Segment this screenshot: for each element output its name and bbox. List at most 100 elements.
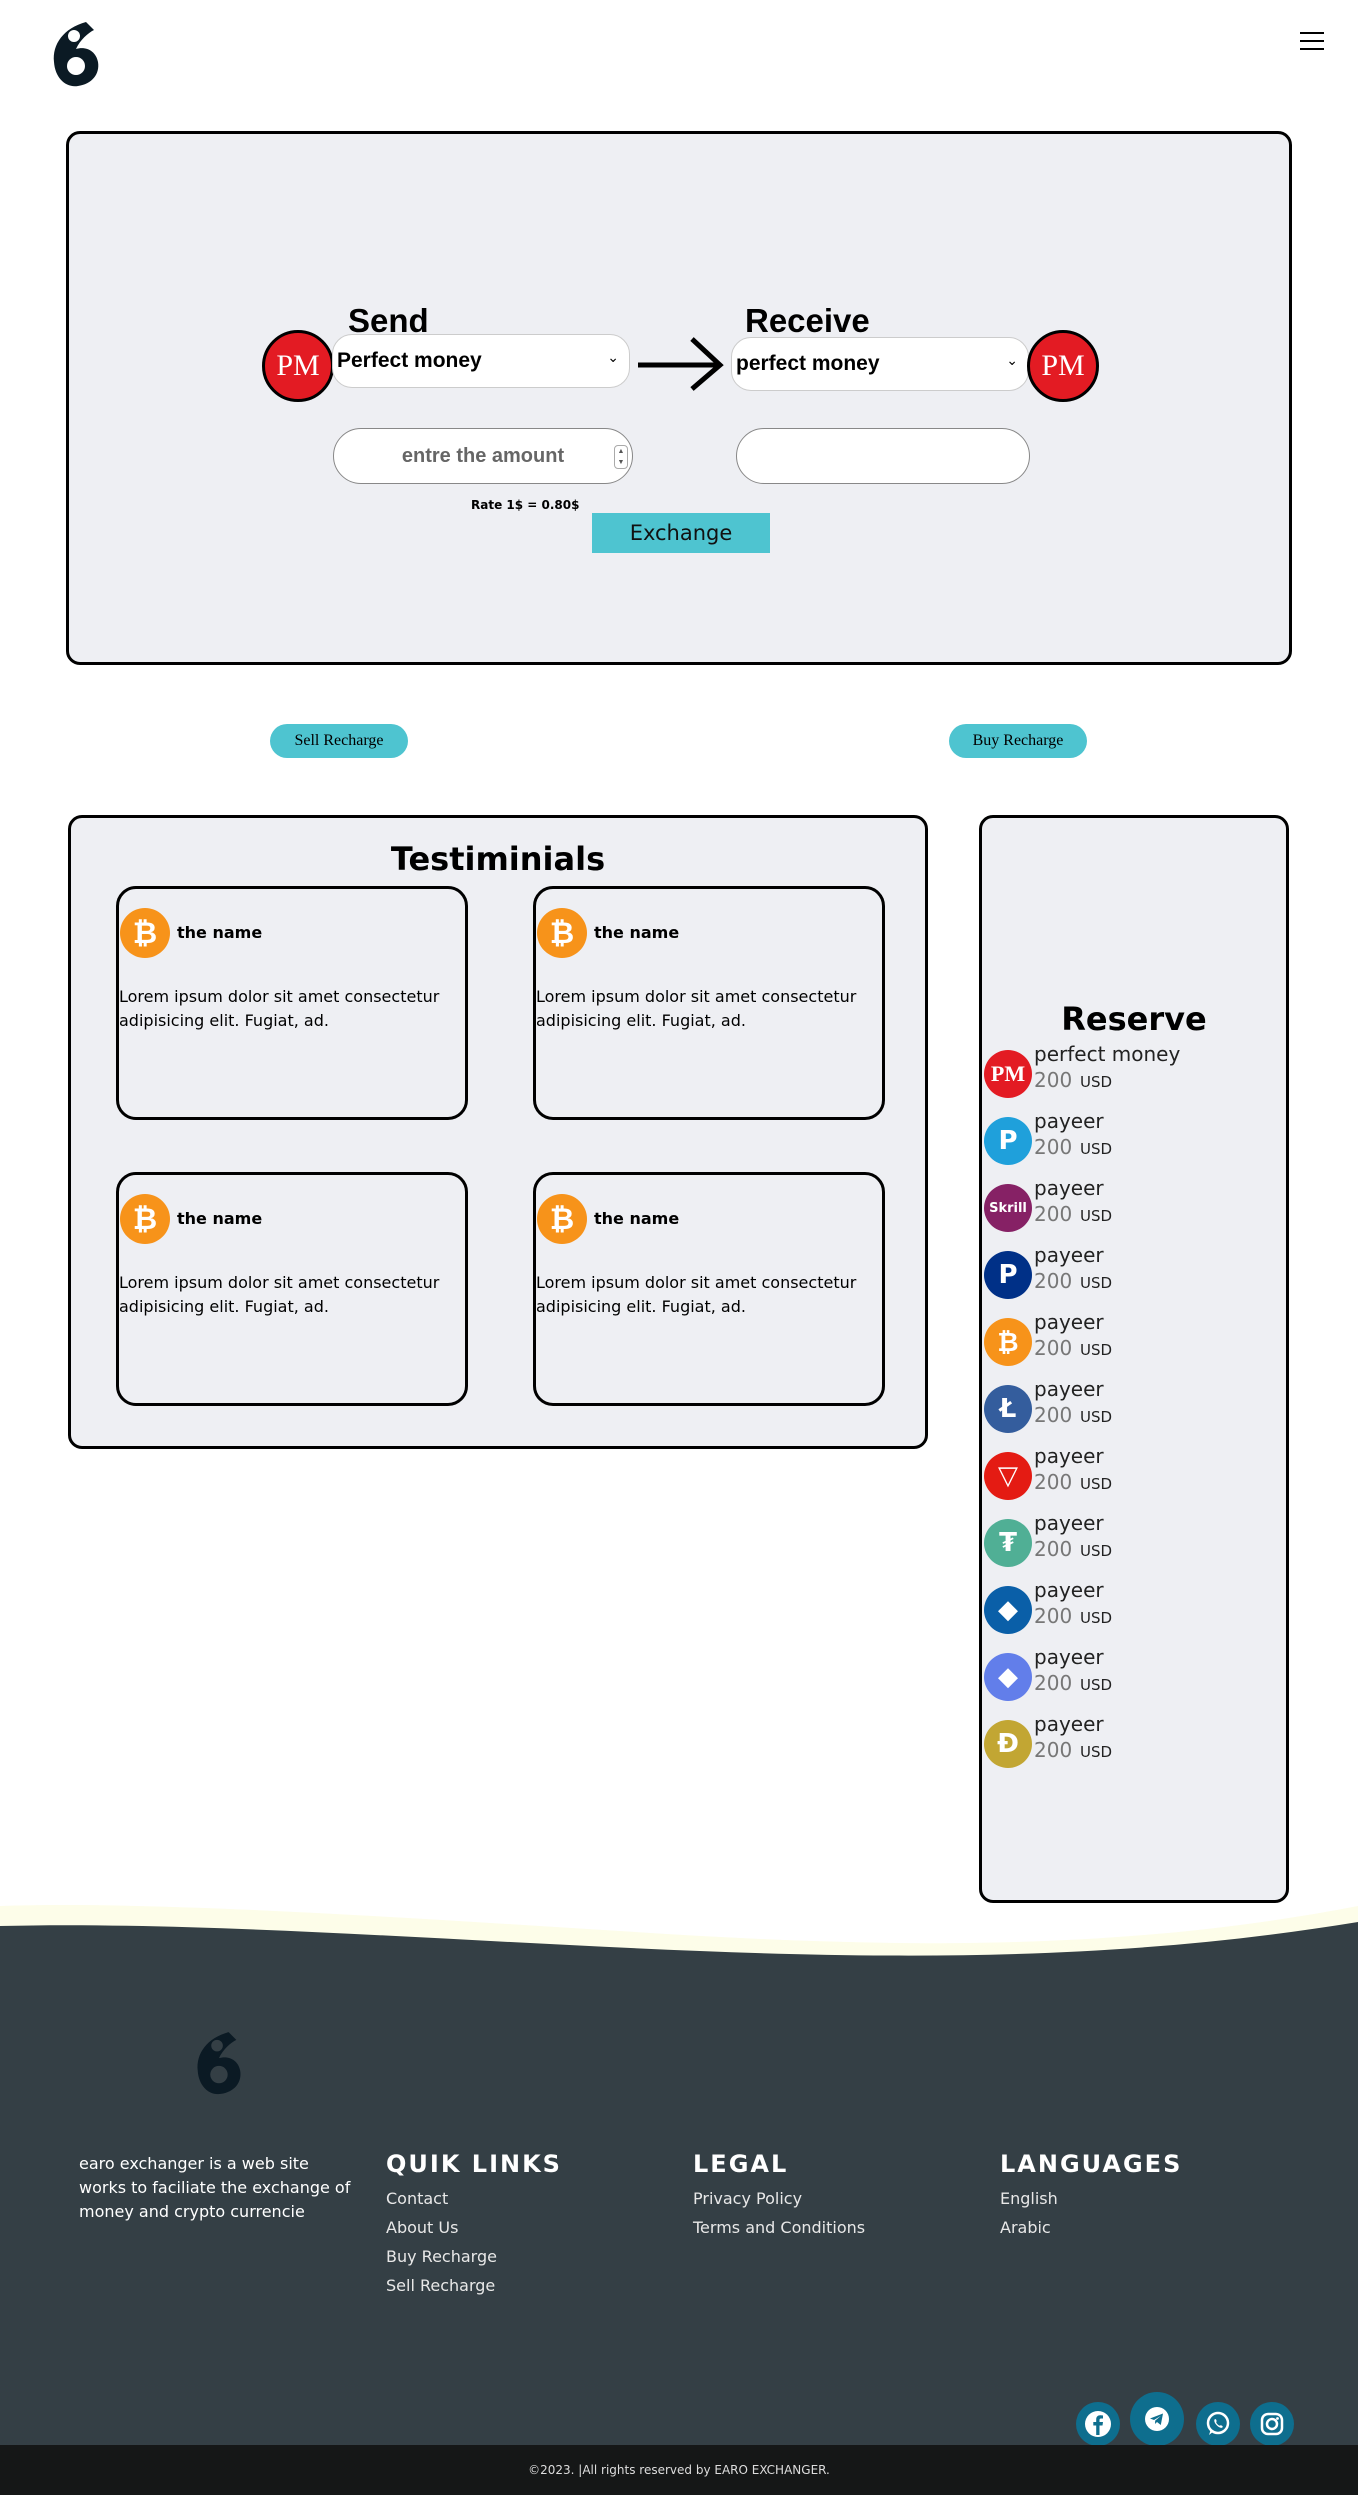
reserve-title: Reserve (1061, 1000, 1207, 1038)
reserve-item-name: payeer (1034, 1511, 1104, 1535)
reserve-item-name: payeer (1034, 1377, 1104, 1401)
ethereum-icon: ◆ (984, 1653, 1032, 1701)
whatsapp-icon[interactable] (1196, 2402, 1240, 2446)
reserve-item-amount: 200 (1034, 1604, 1073, 1628)
reserve-item-currency: USD (1080, 1140, 1113, 1158)
footer-link-buy-recharge[interactable]: Buy Recharge (386, 2247, 497, 2266)
footer-quick-links: QUIK LINKS Contact About Us Buy Recharge… (386, 2150, 562, 2300)
tether-icon: ₮ (984, 1519, 1032, 1567)
send-amount-input[interactable]: entre the amount ▲ ▼ (333, 428, 633, 484)
arrow-right-icon (638, 337, 724, 391)
reserve-item-currency: USD (1080, 1207, 1113, 1225)
receive-amount-input[interactable] (736, 428, 1030, 484)
site-logo[interactable] (46, 18, 104, 90)
copyright-bar: ©2023. |All rights reserved by EARO EXCH… (0, 2445, 1358, 2495)
reserve-item-name: payeer (1034, 1243, 1104, 1267)
reserve-item-name: payeer (1034, 1645, 1104, 1669)
testimonial-card: ₿ the name Lorem ipsum dolor sit amet co… (533, 1172, 885, 1406)
svg-text:₿: ₿ (133, 1202, 157, 1237)
perfect-money-icon: PM (1027, 330, 1099, 402)
testimonial-text: Lorem ipsum dolor sit amet consectetur a… (536, 1273, 857, 1316)
reserve-item-currency: USD (1080, 1408, 1113, 1426)
reserve-item-name: payeer (1034, 1310, 1104, 1334)
reserve-item-name: payeer (1034, 1444, 1104, 1468)
reserve-item: PM perfect money 200 USD (984, 1042, 1264, 1102)
receive-title: Receive (745, 302, 870, 339)
reserve-item-currency: USD (1080, 1609, 1113, 1627)
languages-title: LANGUAGES (1000, 2150, 1183, 2178)
perfect-money-icon: PM (262, 330, 334, 402)
footer-logo[interactable] (190, 2028, 246, 2098)
amount-placeholder: entre the amount (401, 444, 565, 467)
footer-languages: LANGUAGES English Arabic (1000, 2150, 1182, 2242)
svg-text:₿: ₿ (550, 916, 574, 951)
testimonial-text: Lorem ipsum dolor sit amet consectetur a… (119, 987, 440, 1030)
paypal-icon: P (984, 1251, 1032, 1299)
reserve-item-amount: 200 (1034, 1269, 1073, 1293)
webmoney-icon: ◆ (984, 1586, 1032, 1634)
reserve-item-name: payeer (1034, 1109, 1104, 1133)
footer-link-about[interactable]: About Us (386, 2218, 459, 2237)
reserve-item-name: payeer (1034, 1176, 1104, 1200)
receive-currency-select[interactable]: perfect money ⌄ (731, 337, 1029, 391)
hamburger-icon[interactable] (1300, 32, 1324, 54)
bitcoin-icon: ₿ (537, 908, 587, 958)
telegram-icon[interactable] (1130, 2392, 1184, 2446)
send-title: Send (348, 302, 429, 339)
testimonial-name: the name (594, 923, 680, 942)
footer-legal: LEGAL Privacy Policy Terms and Condition… (693, 2150, 865, 2242)
svg-text:₿: ₿ (133, 916, 157, 951)
reserve-item-name: payeer (1034, 1578, 1104, 1602)
perfect-money-icon: PM (984, 1050, 1032, 1098)
testimonial-name: the name (177, 1209, 263, 1228)
facebook-icon[interactable] (1076, 2402, 1120, 2446)
testimonial-name: the name (594, 1209, 680, 1228)
reserve-item-currency: USD (1080, 1542, 1113, 1560)
footer-link-sell-recharge[interactable]: Sell Recharge (386, 2276, 496, 2295)
copyright-text: ©2023. |All rights reserved by EARO EXCH… (528, 2463, 830, 2477)
reserve-item-amount: 200 (1034, 1671, 1073, 1695)
instagram-icon[interactable] (1250, 2402, 1294, 2446)
reserve-item-amount: 200 (1034, 1135, 1073, 1159)
reserve-item-amount: 200 (1034, 1470, 1073, 1494)
receive-currency-value: perfect money (736, 352, 880, 375)
send-currency-value: Perfect money (337, 349, 482, 372)
exchange-button[interactable]: Exchange (592, 513, 770, 553)
reserve-item: ◆ payeer 200 USD (984, 1645, 1264, 1705)
testimonial-card: ₿ the name Lorem ipsum dolor sit amet co… (116, 886, 468, 1120)
number-spinner[interactable]: ▲ ▼ (614, 445, 628, 469)
skrill-icon: Skrill (984, 1184, 1032, 1232)
bitcoin-icon: ₿ (537, 1194, 587, 1244)
chevron-down-icon: ⌄ (607, 349, 619, 365)
reserve-item-currency: USD (1080, 1341, 1113, 1359)
bitcoin-icon: ₿ (984, 1318, 1032, 1366)
testimonials-section: Testiminials ₿ the name Lorem ipsum dolo… (68, 815, 928, 1449)
language-english[interactable]: English (1000, 2189, 1058, 2208)
reserve-item-currency: USD (1080, 1073, 1113, 1091)
language-arabic[interactable]: Arabic (1000, 2218, 1051, 2237)
footer-link-contact[interactable]: Contact (386, 2189, 449, 2208)
testimonials-title: Testiminials (390, 840, 606, 878)
bitcoin-icon: ₿ (120, 1194, 170, 1244)
exchange-rate: Rate 1$ = 0.80$ (471, 498, 580, 512)
reserve-item-name: perfect money (1034, 1042, 1181, 1066)
reserve-item: ₮ payeer 200 USD (984, 1511, 1264, 1571)
footer: earo exchanger is a web site works to fa… (0, 1960, 1358, 2446)
send-currency-select[interactable]: Perfect money ⌄ (332, 334, 630, 388)
testimonial-text: Lorem ipsum dolor sit amet consectetur a… (119, 1273, 440, 1316)
legal-title: LEGAL (693, 2150, 789, 2178)
reserve-item: ◆ payeer 200 USD (984, 1578, 1264, 1638)
reserve-item: ₿ payeer 200 USD (984, 1310, 1264, 1370)
reserve-item-currency: USD (1080, 1676, 1113, 1694)
litecoin-icon: Ł (984, 1385, 1032, 1433)
sell-recharge-button[interactable]: Sell Recharge (270, 724, 408, 758)
footer-link-terms[interactable]: Terms and Conditions (693, 2218, 866, 2237)
reserve-item-amount: 200 (1034, 1403, 1073, 1427)
payeer-icon: P (984, 1117, 1032, 1165)
footer-link-privacy[interactable]: Privacy Policy (693, 2189, 803, 2208)
buy-recharge-button[interactable]: Buy Recharge (949, 724, 1087, 758)
reserve-item-amount: 200 (1034, 1537, 1073, 1561)
